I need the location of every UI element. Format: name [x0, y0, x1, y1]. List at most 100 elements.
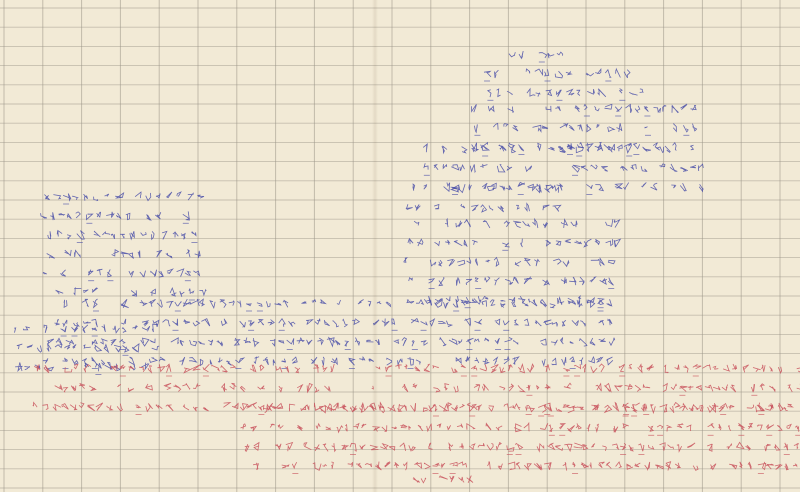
handwritten-glyph	[628, 363, 633, 370]
handwritten-glyph	[702, 364, 711, 370]
handwritten-glyph	[542, 279, 551, 286]
handwritten-glyph	[197, 194, 205, 199]
handwritten-glyph	[524, 318, 530, 326]
handwritten-glyph	[626, 463, 634, 470]
handwritten-glyph	[281, 358, 287, 363]
handwritten-glyph	[481, 383, 489, 392]
handwritten-glyph	[502, 320, 510, 326]
handwritten-glyph	[176, 268, 185, 277]
handwritten-glyph	[586, 184, 593, 190]
handwritten-glyph	[598, 320, 605, 326]
handwritten-glyph	[524, 463, 532, 472]
handwritten-glyph	[757, 402, 766, 412]
handwritten-glyph	[457, 461, 468, 468]
handwritten-glyph	[586, 124, 592, 133]
handwritten-glyph	[42, 404, 49, 410]
handwritten-glyph	[577, 406, 585, 410]
handwritten-glyph	[591, 443, 596, 448]
handwritten-glyph	[71, 358, 79, 365]
handwritten-glyph	[250, 402, 258, 409]
handwritten-glyph	[258, 404, 265, 411]
handwritten-glyph	[66, 212, 72, 220]
handwritten-glyph	[55, 289, 64, 295]
handwritten-glyph	[256, 302, 263, 307]
handwritten-glyph	[353, 422, 360, 430]
handwritten-glyph	[563, 382, 572, 389]
handwritten-glyph	[688, 404, 695, 412]
handwritten-glyph	[449, 475, 455, 483]
handwritten-glyph	[614, 106, 623, 112]
handwritten-glyph	[505, 185, 513, 191]
handwritten-glyph	[282, 299, 289, 308]
handwritten-glyph	[497, 205, 505, 213]
handwritten-glyph	[449, 186, 460, 193]
handwritten-glyph	[458, 476, 465, 483]
handwritten-glyph	[640, 166, 648, 172]
handwritten-glyph	[589, 276, 597, 283]
handwritten-glyph	[659, 442, 666, 451]
handwritten-glyph	[208, 339, 214, 346]
handwritten-glyph	[216, 340, 224, 347]
handwritten-glyph	[579, 276, 585, 286]
handwritten-glyph	[764, 443, 771, 452]
handwritten-glyph	[134, 191, 142, 199]
handwritten-glyph	[64, 249, 72, 257]
handwritten-glyph	[650, 404, 656, 415]
handwritten-glyph	[722, 364, 731, 372]
handwritten-glyph	[465, 355, 471, 362]
handwritten-glyph	[547, 184, 554, 191]
handwritten-glyph	[147, 365, 153, 374]
handwritten-glyph	[55, 337, 63, 345]
handwritten-glyph	[523, 421, 530, 432]
handwritten-glyph	[518, 51, 524, 60]
handwritten-glyph	[379, 406, 385, 414]
handwritten-glyph	[319, 298, 327, 305]
handwritten-glyph	[426, 423, 432, 433]
handwritten-glyph	[306, 319, 314, 325]
handwritten-glyph	[718, 405, 726, 413]
handwritten-glyph	[603, 404, 613, 414]
handwritten-glyph	[372, 426, 381, 432]
handwritten-glyph	[566, 88, 575, 96]
handwritten-glyph	[43, 364, 50, 374]
handwritten-glyph	[351, 405, 358, 412]
handwritten-glyph	[106, 405, 114, 411]
handwritten-glyph	[595, 423, 600, 433]
handwritten-glyph	[347, 461, 354, 467]
handwritten-glyph	[155, 212, 162, 220]
handwritten-glyph	[544, 69, 550, 77]
handwritten-glyph	[516, 204, 520, 210]
handwritten-glyph	[250, 425, 258, 432]
handwritten-glyph	[641, 182, 647, 188]
handwritten-glyph	[182, 383, 191, 390]
handwritten-glyph	[459, 404, 465, 409]
handwritten-glyph	[623, 69, 631, 79]
handwritten-glyph	[607, 318, 613, 326]
handwritten-glyph	[202, 363, 210, 373]
handwritten-glyph	[457, 259, 466, 266]
handwritten-glyph	[156, 299, 163, 308]
handwritten-glyph	[404, 363, 408, 370]
handwritten-glyph	[607, 259, 616, 265]
handwritten-glyph	[550, 357, 557, 366]
handwritten-glyph	[83, 344, 91, 350]
handwritten-glyph	[96, 211, 102, 218]
handwritten-glyph	[577, 124, 583, 132]
handwritten-glyph	[637, 363, 643, 374]
handwritten-glyph	[533, 462, 543, 471]
handwritten-glyph	[62, 319, 68, 327]
handwritten-glyph	[732, 363, 738, 370]
handwritten-glyph	[186, 248, 191, 258]
handwritten-glyph	[428, 278, 436, 284]
handwritten-glyph	[475, 404, 482, 411]
handwritten-glyph	[594, 141, 602, 152]
handwritten-glyph	[140, 337, 150, 347]
handwritten-glyph	[112, 325, 120, 334]
handwritten-glyph	[676, 444, 682, 453]
handwritten-glyph	[667, 444, 674, 450]
handwritten-glyph	[278, 317, 286, 327]
handwritten-glyph	[163, 382, 172, 391]
handwritten-glyph	[569, 341, 574, 344]
handwritten-glyph	[142, 320, 150, 327]
handwritten-glyph	[746, 404, 755, 409]
